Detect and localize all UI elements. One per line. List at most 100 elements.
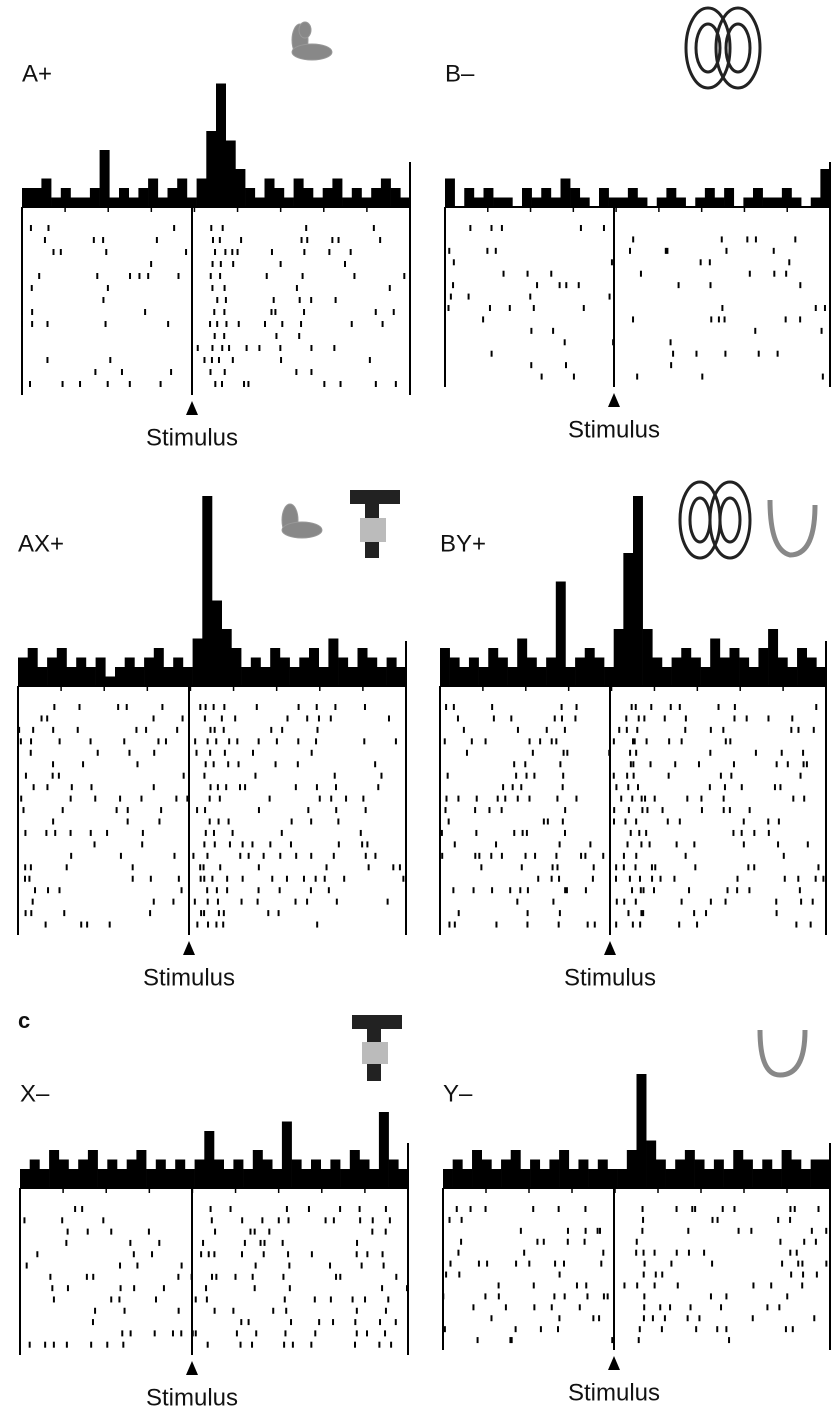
stimulus-label: Stimulus [146, 424, 238, 451]
histogram-bar [811, 1160, 821, 1189]
histogram-bar [362, 198, 372, 208]
histogram-bar [57, 648, 67, 686]
histogram-bar [303, 188, 313, 207]
histogram-bar [493, 198, 503, 208]
histogram-bar [154, 648, 164, 686]
panel-label: A+ [22, 60, 52, 87]
histogram-bar [360, 1160, 370, 1189]
stimulus-arrow [183, 941, 195, 955]
histogram-bar [685, 1150, 695, 1188]
histogram-bar [255, 198, 265, 208]
histogram-bar [652, 658, 662, 687]
histogram-bar [206, 131, 216, 207]
histogram-bar [743, 198, 753, 208]
section-label: c [18, 1008, 30, 1033]
histogram-bar [241, 667, 251, 686]
histogram-bar [144, 658, 154, 687]
histogram-bar [156, 1160, 166, 1189]
histogram-bar [772, 1169, 782, 1188]
histogram-bar [559, 1150, 569, 1188]
histogram-bar [168, 188, 178, 207]
histogram-bar [537, 667, 547, 686]
histogram-bar [479, 667, 489, 686]
histogram-bar [164, 667, 174, 686]
icon [350, 490, 402, 1081]
histogram-bar [22, 188, 32, 207]
histogram-bar [369, 1169, 379, 1188]
histogram-bar [183, 667, 193, 686]
histogram-bar [585, 648, 595, 686]
histogram-bar [578, 1160, 588, 1189]
histogram-bar [599, 188, 609, 207]
histogram-bar [787, 667, 797, 686]
histogram-bar [309, 648, 319, 686]
histogram-bar [705, 188, 715, 207]
histogram-bar [270, 648, 280, 686]
histogram-bar [166, 1169, 176, 1188]
histogram-bar [299, 658, 309, 687]
histogram-bar [284, 198, 294, 208]
histogram-bar [328, 639, 338, 687]
histogram-bar [330, 1160, 340, 1189]
histogram-bar [758, 648, 768, 686]
histogram-bar [212, 601, 222, 687]
histogram-bar [28, 648, 38, 686]
histogram-bar [204, 1131, 214, 1188]
histogram-bar [235, 169, 245, 207]
histogram-bar [762, 1160, 772, 1189]
histogram-bar [768, 629, 778, 686]
histogram-bar [39, 1169, 49, 1188]
histogram-bar [282, 1122, 292, 1189]
histogram-bar [193, 639, 203, 687]
histogram-bar [820, 169, 830, 207]
histogram-bar [265, 179, 275, 208]
histogram-bar [820, 1160, 830, 1189]
histogram-bar [261, 667, 271, 686]
histogram-bar [575, 658, 585, 687]
histogram-bar [387, 658, 397, 687]
histogram-bar [173, 658, 183, 687]
histogram-bar [520, 1169, 530, 1188]
histogram-bar [546, 658, 556, 687]
histogram-bar [549, 1160, 559, 1189]
panel-label: AX+ [18, 530, 64, 557]
stimulus-label: Stimulus [143, 964, 235, 991]
panel-label: BY+ [440, 530, 486, 557]
histogram-bar [348, 667, 358, 686]
histogram-bar [588, 1169, 598, 1188]
histogram-bar [724, 188, 734, 207]
icon [680, 8, 760, 558]
histogram-bar [245, 188, 255, 207]
histogram-bar [527, 658, 537, 687]
histogram-bar [398, 1169, 408, 1188]
histogram-bar [482, 1160, 492, 1189]
histogram-bar [290, 667, 300, 686]
histogram-bar [607, 1169, 617, 1188]
histogram-bar [797, 648, 807, 686]
histogram-bar [37, 667, 47, 686]
histogram-bar [185, 1169, 195, 1188]
histogram-bar [491, 1169, 501, 1188]
histogram-bar [710, 639, 720, 687]
histogram-bar [41, 179, 51, 208]
histogram-bar [791, 1160, 801, 1189]
histogram-bar [100, 150, 110, 207]
histogram-bar [71, 198, 81, 208]
histogram-bar [292, 1160, 302, 1189]
histogram-bar [733, 1150, 743, 1188]
figure: c A+StimulusB–StimulusAX+StimulusBY+Stim… [0, 0, 834, 1406]
histogram-bar [129, 198, 139, 208]
histogram-bar [358, 648, 368, 686]
histogram-bar [59, 1160, 69, 1189]
histogram-bar [187, 198, 197, 208]
histogram-bar [49, 1150, 59, 1188]
histogram-bar [462, 1169, 472, 1188]
histogram-bar [323, 188, 333, 207]
histogram-bar [681, 648, 691, 686]
histogram-bar [379, 1112, 389, 1188]
histogram-bar [195, 1160, 205, 1189]
histogram-bar [807, 658, 817, 687]
histogram-bar [400, 198, 410, 208]
histogram-bar [20, 1169, 30, 1188]
histogram-bar [301, 1169, 311, 1188]
